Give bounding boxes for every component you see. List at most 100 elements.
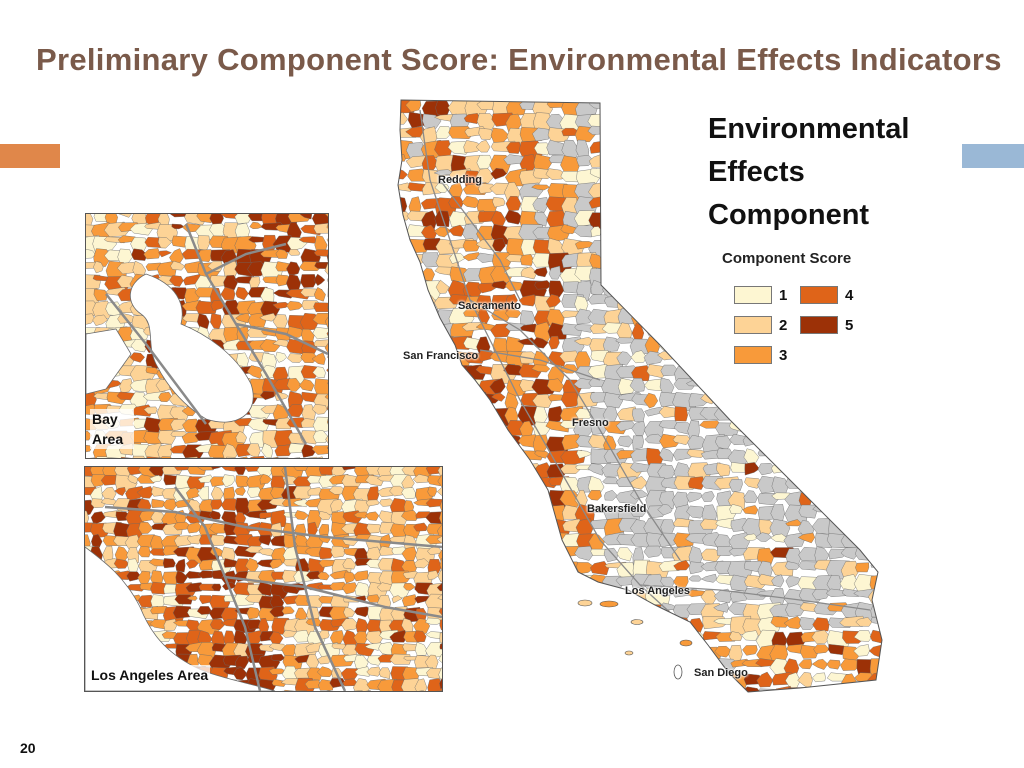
tract (548, 602, 571, 613)
tract (185, 619, 201, 632)
tract (185, 582, 204, 593)
tract (272, 301, 290, 309)
tract (425, 617, 442, 625)
tract (407, 364, 431, 376)
tract (770, 421, 790, 434)
tract (301, 443, 317, 458)
tract (239, 456, 248, 458)
tract (197, 467, 216, 471)
tract (326, 253, 328, 263)
tract (449, 658, 473, 679)
tract (629, 170, 644, 181)
tract (672, 434, 691, 446)
tract (547, 630, 571, 644)
tract (546, 378, 565, 393)
tract (287, 326, 305, 339)
tract (477, 603, 499, 615)
tract (826, 686, 852, 692)
tract (855, 686, 875, 692)
tract (716, 364, 733, 377)
tract (449, 379, 473, 393)
tract (716, 462, 731, 477)
tract (784, 378, 800, 393)
tract (601, 644, 618, 660)
tract (326, 278, 328, 283)
tract (603, 547, 619, 563)
tract (503, 574, 530, 588)
tract (160, 456, 172, 458)
tract (398, 253, 410, 273)
tract (713, 408, 739, 421)
tract (286, 377, 302, 392)
tract (630, 631, 658, 650)
tract (800, 349, 821, 369)
tract (366, 523, 383, 534)
tract (519, 660, 538, 671)
tract (505, 589, 526, 608)
tract (313, 223, 328, 234)
tract (839, 491, 859, 509)
tract (449, 548, 469, 557)
tract (800, 365, 823, 384)
tract (439, 619, 442, 631)
tract (643, 296, 667, 308)
tract (461, 478, 485, 493)
tract (249, 221, 264, 230)
tract (825, 100, 847, 108)
tract (826, 421, 843, 436)
tract (439, 500, 442, 513)
tract (489, 561, 506, 569)
tract (503, 533, 530, 544)
tract (855, 476, 880, 488)
tract (826, 478, 849, 485)
tract (797, 532, 816, 544)
tract (755, 406, 777, 422)
tract (686, 491, 703, 503)
tract (517, 644, 546, 660)
tract (618, 686, 638, 692)
tract (715, 393, 740, 408)
tract (520, 673, 537, 687)
tract (575, 659, 599, 670)
tract (449, 491, 475, 507)
tract (170, 260, 186, 271)
tract (659, 589, 676, 598)
tract (813, 392, 829, 411)
tract (520, 254, 534, 266)
tract (439, 511, 442, 525)
tract (449, 463, 471, 482)
tract (413, 630, 427, 643)
tract (855, 420, 875, 440)
tract (728, 478, 743, 492)
tract (812, 462, 834, 481)
tract (616, 603, 641, 613)
tract (548, 688, 566, 692)
legend-value-5: 5 (845, 316, 854, 334)
tract (660, 519, 675, 536)
tract (475, 644, 494, 660)
tract (629, 646, 649, 653)
tract (686, 252, 701, 275)
tract (506, 463, 520, 476)
tract (313, 249, 328, 257)
slide-title: Preliminary Component Score: Environment… (36, 42, 1002, 77)
tract (534, 280, 553, 290)
tract (119, 378, 134, 394)
tract (170, 418, 189, 432)
tract (476, 168, 495, 184)
tract (365, 511, 380, 521)
tract (398, 419, 417, 431)
tract (433, 421, 453, 435)
tract (630, 154, 651, 166)
tract (672, 294, 696, 308)
tract (405, 406, 432, 419)
tract (547, 405, 564, 424)
tract (785, 602, 805, 618)
tract (448, 224, 466, 237)
tract (603, 252, 623, 264)
tract (492, 505, 509, 523)
tract (531, 632, 561, 645)
tract (714, 267, 734, 286)
tract (618, 237, 642, 260)
tract (869, 281, 882, 300)
